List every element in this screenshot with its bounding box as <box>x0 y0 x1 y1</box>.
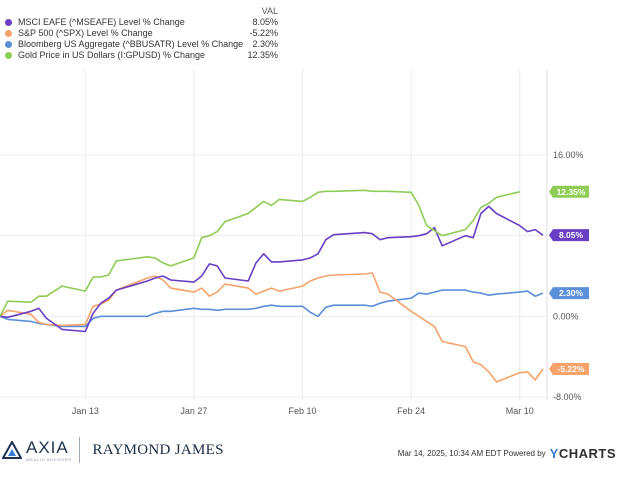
legend-item-gold[interactable]: Gold Price in US Dollars (I:GPUSD) % Cha… <box>0 50 300 61</box>
x-tick-label: Jan 13 <box>72 406 99 416</box>
axia-triangle-icon <box>2 441 22 459</box>
end-value-label: 8.05% <box>559 230 584 240</box>
series-color-dot <box>5 41 12 48</box>
chart-credit: Mar 14, 2025, 10:34 AM EDT Powered by YC… <box>398 446 616 461</box>
axia-name: AXIA <box>26 437 69 457</box>
logo-divider <box>79 437 81 463</box>
end-value-label: -5.22% <box>558 364 585 374</box>
legend-item-label: Bloomberg US Aggregate (^BBUSATR) Level … <box>18 39 244 49</box>
raymond-james-logo: RAYMOND JAMES <box>92 441 224 458</box>
x-tick-label: Jan 27 <box>180 406 207 416</box>
legend-item-bloomberg-agg[interactable]: Bloomberg US Aggregate (^BBUSATR) Level … <box>0 39 300 50</box>
end-value-tag-bg <box>549 362 589 375</box>
legend-value-header: VAL <box>261 6 278 16</box>
legend-item-sp500[interactable]: S&P 500 (^SPX) Level % Change -5.22% <box>0 28 300 39</box>
legend-item-value: 8.05% <box>252 17 278 27</box>
y-tick-label: 16.00% <box>553 150 584 160</box>
end-value-label: 12.35% <box>557 187 586 197</box>
legend-item-label: S&P 500 (^SPX) Level % Change <box>18 28 153 38</box>
timestamp: Mar 14, 2025, 10:34 AM EDT Powered by <box>397 449 546 458</box>
bloomberg-agg-line <box>0 289 544 328</box>
legend-item-value: 12.35% <box>247 50 278 60</box>
footer: AXIA WEALTH ADVISORS RAYMOND JAMES Mar 1… <box>0 430 624 470</box>
legend-item-value: -5.22% <box>249 28 278 38</box>
end-value-tag: 12.35% <box>549 185 589 198</box>
chart-legend: VAL MSCI EAFE (^MSEAFE) Level % Change 8… <box>0 6 300 61</box>
gold-line <box>0 189 520 317</box>
axia-logo: AXIA WEALTH ADVISORS RAYMOND JAMES <box>2 436 224 464</box>
series-color-dot <box>5 52 12 59</box>
end-value-tag: 8.05% <box>549 229 589 242</box>
end-value-tag: 2.30% <box>549 287 589 300</box>
series-color-dot <box>5 30 12 37</box>
msci-eafe-line <box>0 205 544 333</box>
end-value-label: 2.30% <box>559 288 584 298</box>
end-value-tag: -5.22% <box>549 362 589 375</box>
end-value-tag-bg <box>549 229 589 242</box>
ycharts-logo[interactable]: YCHARTS <box>549 446 616 461</box>
x-tick-label: Feb 10 <box>289 406 317 416</box>
y-tick-label: -8.00% <box>553 392 582 402</box>
legend-item-value: 2.30% <box>252 39 278 49</box>
legend-item-msci-eafe[interactable]: MSCI EAFE (^MSEAFE) Level % Change 8.05% <box>0 17 300 28</box>
y-tick-label: 0.00% <box>553 311 579 321</box>
legend-item-label: Gold Price in US Dollars (I:GPUSD) % Cha… <box>18 50 206 60</box>
end-value-tag-bg <box>549 287 589 300</box>
end-value-tag-bg <box>549 185 589 198</box>
axia-subtitle: WEALTH ADVISORS <box>26 456 72 462</box>
legend-item-label: MSCI EAFE (^MSEAFE) Level % Change <box>18 17 185 27</box>
x-tick-label: Mar 10 <box>506 406 534 416</box>
series-color-dot <box>5 19 12 26</box>
x-tick-label: Feb 24 <box>397 406 425 416</box>
